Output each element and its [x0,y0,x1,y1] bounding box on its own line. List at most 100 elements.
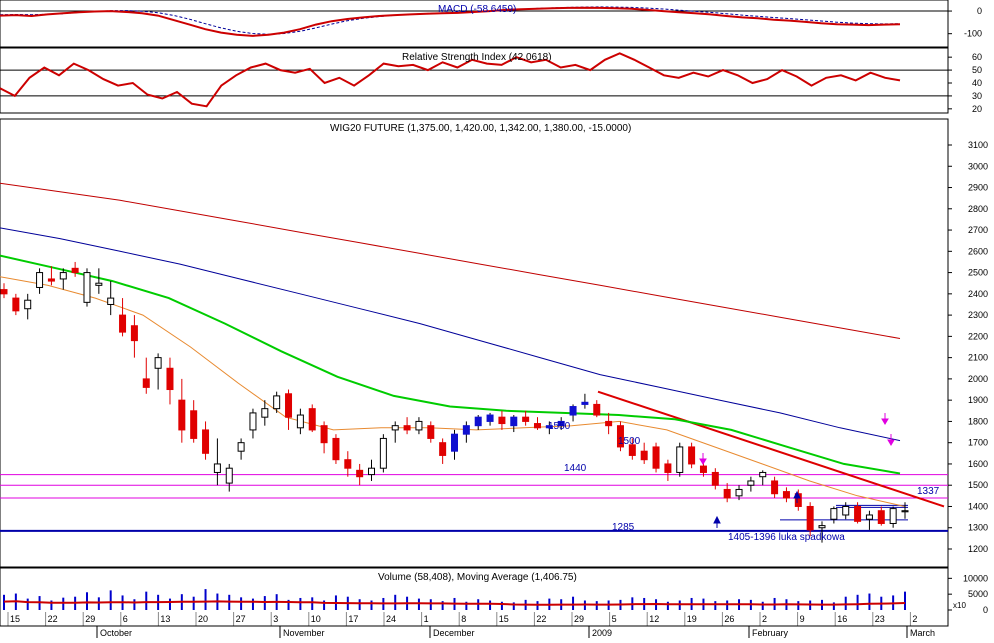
candle-body [427,425,435,439]
x-day-label: 10 [311,614,321,624]
volume-multiplier: x10 [953,601,966,610]
candle-body [522,416,530,422]
candle-body [130,325,138,342]
candle-body [320,425,328,444]
horizontal-levels [0,390,948,532]
candle-body [865,514,873,520]
label-1500: 1500 [618,436,641,447]
candle-body [439,442,447,456]
macd-signal-line [0,6,901,35]
candle-body [616,425,624,448]
x-day-label: 15 [10,614,20,624]
candle-body [95,282,103,286]
candle-body [533,423,541,429]
candle-body [356,469,364,478]
x-day-label: 26 [724,614,734,624]
x-day-label: 17 [348,614,358,624]
x-month-label: 2009 [592,628,612,638]
candle-body [771,480,779,495]
volume-tick-label: 5000 [968,589,988,599]
label-1550: 1550 [548,421,571,432]
x-day-label: 23 [875,614,885,624]
candle-body [296,414,304,429]
price-tick-label: 1600 [968,459,988,469]
candle-body [676,446,684,473]
candle-body [723,488,731,499]
x-month-label: December [433,628,475,638]
x-day-label: 6 [123,614,128,624]
magenta-arrow-down-icon [887,434,895,446]
candle-body [190,410,198,439]
candle-body [711,471,719,486]
x-day-label: 1 [424,614,429,624]
price-tick-label: 2000 [968,374,988,384]
candle-body [735,488,743,497]
gridlines [7,612,911,626]
candle-body [415,420,423,431]
price-tick-label: 3000 [968,161,988,171]
candle-body [842,505,850,516]
candle-body [119,314,127,333]
candle-body [225,467,233,484]
x-month-label: March [910,628,935,638]
candle-body [83,272,91,303]
candle-body [557,420,565,427]
price-tick-label: 1500 [968,480,988,490]
y-axis-ticks: 3100300029002800270026002500240023002200… [948,6,988,615]
candle-body [202,429,210,454]
candle-body [486,414,494,422]
candle-body [213,463,221,473]
candle-body [237,442,245,452]
candle-body [71,267,79,274]
price-tick-label: 3100 [968,140,988,150]
candle-body [877,510,885,524]
candle-body [451,433,458,452]
candle-body [12,297,20,312]
candle-body [901,510,909,513]
candle-body [759,471,767,478]
candle-body [142,378,150,388]
x-day-label: 27 [236,614,246,624]
moving-average-line [0,227,901,442]
macd-tick-label: 0 [977,6,982,16]
x-day-label: 24 [386,614,396,624]
price-tick-label: 2600 [968,246,988,256]
price-tick-label: 1700 [968,438,988,448]
candle-body [403,425,411,431]
price-tick-label: 1300 [968,523,988,533]
price-tick-label: 2400 [968,289,988,299]
candle-body [782,491,790,499]
candle-body [36,272,44,288]
candle-body [605,420,613,427]
candles [0,261,909,543]
candle-body [344,459,352,469]
candle-body [640,450,648,461]
candle-body [889,508,897,524]
candle-body [569,406,577,416]
macd-tick-label: -100 [964,29,982,39]
candle-body [806,505,814,531]
candle-body [308,408,316,431]
magenta-arrow-down-icon [881,413,889,425]
candle-body [854,505,862,522]
macd-panel [0,0,949,48]
candle-body [178,399,186,431]
candle-body [593,403,601,416]
price-panel [0,118,949,568]
x-day-label: 8 [461,614,466,624]
rsi-line [0,52,901,108]
rsi-tick-label: 40 [972,78,982,88]
x-month-label: February [752,628,789,638]
blue-arrow-up-icon [793,490,801,503]
x-day-label: 12 [649,614,659,624]
volume-moving-average [3,600,906,606]
macd-line [0,6,901,37]
rsi-tick-label: 50 [972,65,982,75]
candle-body [688,446,696,465]
candle-body [474,416,482,427]
x-axis: 15 22 29 6 13 20 27 3 10 17 24 1 8 15 22 29 5 12 19 26 2 9 16 2… [0,614,948,638]
x-day-label: 2 [912,614,917,624]
candle-body [332,437,340,461]
blue-arrow-up-icon [713,515,721,528]
